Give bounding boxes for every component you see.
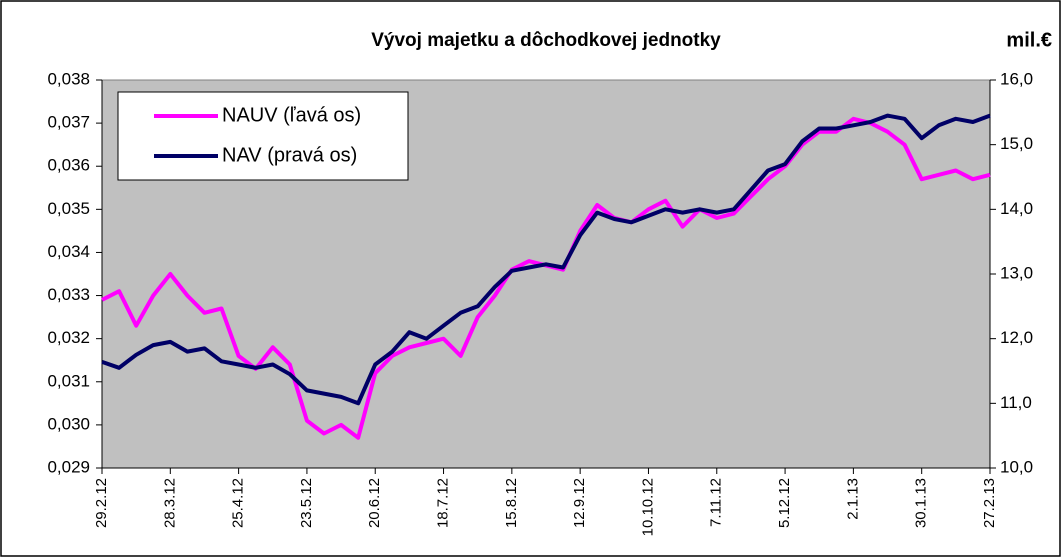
- y2-tick-label: 16,0: [1000, 69, 1033, 88]
- x-tick-label: 27.2.13: [981, 478, 998, 528]
- x-tick-label: 18.7.12: [435, 478, 452, 528]
- legend-label: NAV (pravá os): [222, 144, 357, 166]
- chart-title: Vývoj majetku a dôchodkovej jednotky: [371, 30, 721, 51]
- x-tick-label: 30.1.13: [913, 478, 930, 528]
- x-tick-label: 2.1.13: [844, 478, 861, 520]
- x-tick-label: 12.9.12: [571, 478, 588, 528]
- y2-tick-label: 12,0: [1000, 328, 1033, 347]
- y-tick-label: 0,035: [47, 199, 90, 218]
- line: [101, 113, 991, 406]
- y2-tick-label: 15,0: [1000, 134, 1033, 153]
- y-tick-label: 0,031: [47, 371, 90, 390]
- y-tick-label: 0,037: [47, 113, 90, 132]
- x-tick-label: 7.11.12: [708, 478, 725, 527]
- y2-tick-label: 13,0: [1000, 263, 1033, 282]
- y-tick-label: 0,029: [47, 457, 90, 476]
- x-tick-label: 10.10.12: [639, 478, 656, 536]
- x-tick-label: 28.3.12: [161, 478, 178, 528]
- y2-tick-label: 14,0: [1000, 199, 1033, 218]
- legend-box: [117, 91, 409, 181]
- y-tick-label: 0,033: [47, 285, 90, 304]
- y-tick-label: 0,032: [47, 328, 90, 347]
- x-tick-label: 15.8.12: [503, 478, 520, 528]
- x-tick-label: 5.12.12: [776, 478, 793, 528]
- y-tick-label: 0,038: [47, 69, 90, 88]
- y2-tick-label: 11,0: [1000, 393, 1032, 412]
- y-tick-label: 0,030: [47, 414, 90, 433]
- y2-tick-label: 10,0: [1000, 457, 1033, 476]
- x-tick-label: 20.6.12: [366, 478, 383, 528]
- x-tick-label: 29.2.12: [93, 478, 110, 528]
- y-tick-label: 0,036: [47, 156, 90, 175]
- y2-axis-label: mil.€: [1006, 29, 1052, 51]
- y-tick-label: 0,034: [47, 242, 90, 261]
- x-tick-label: 23.5.12: [298, 478, 315, 528]
- x-tick-label: 25.4.12: [230, 478, 247, 528]
- legend-label: NAUV (ľavá os): [222, 104, 361, 126]
